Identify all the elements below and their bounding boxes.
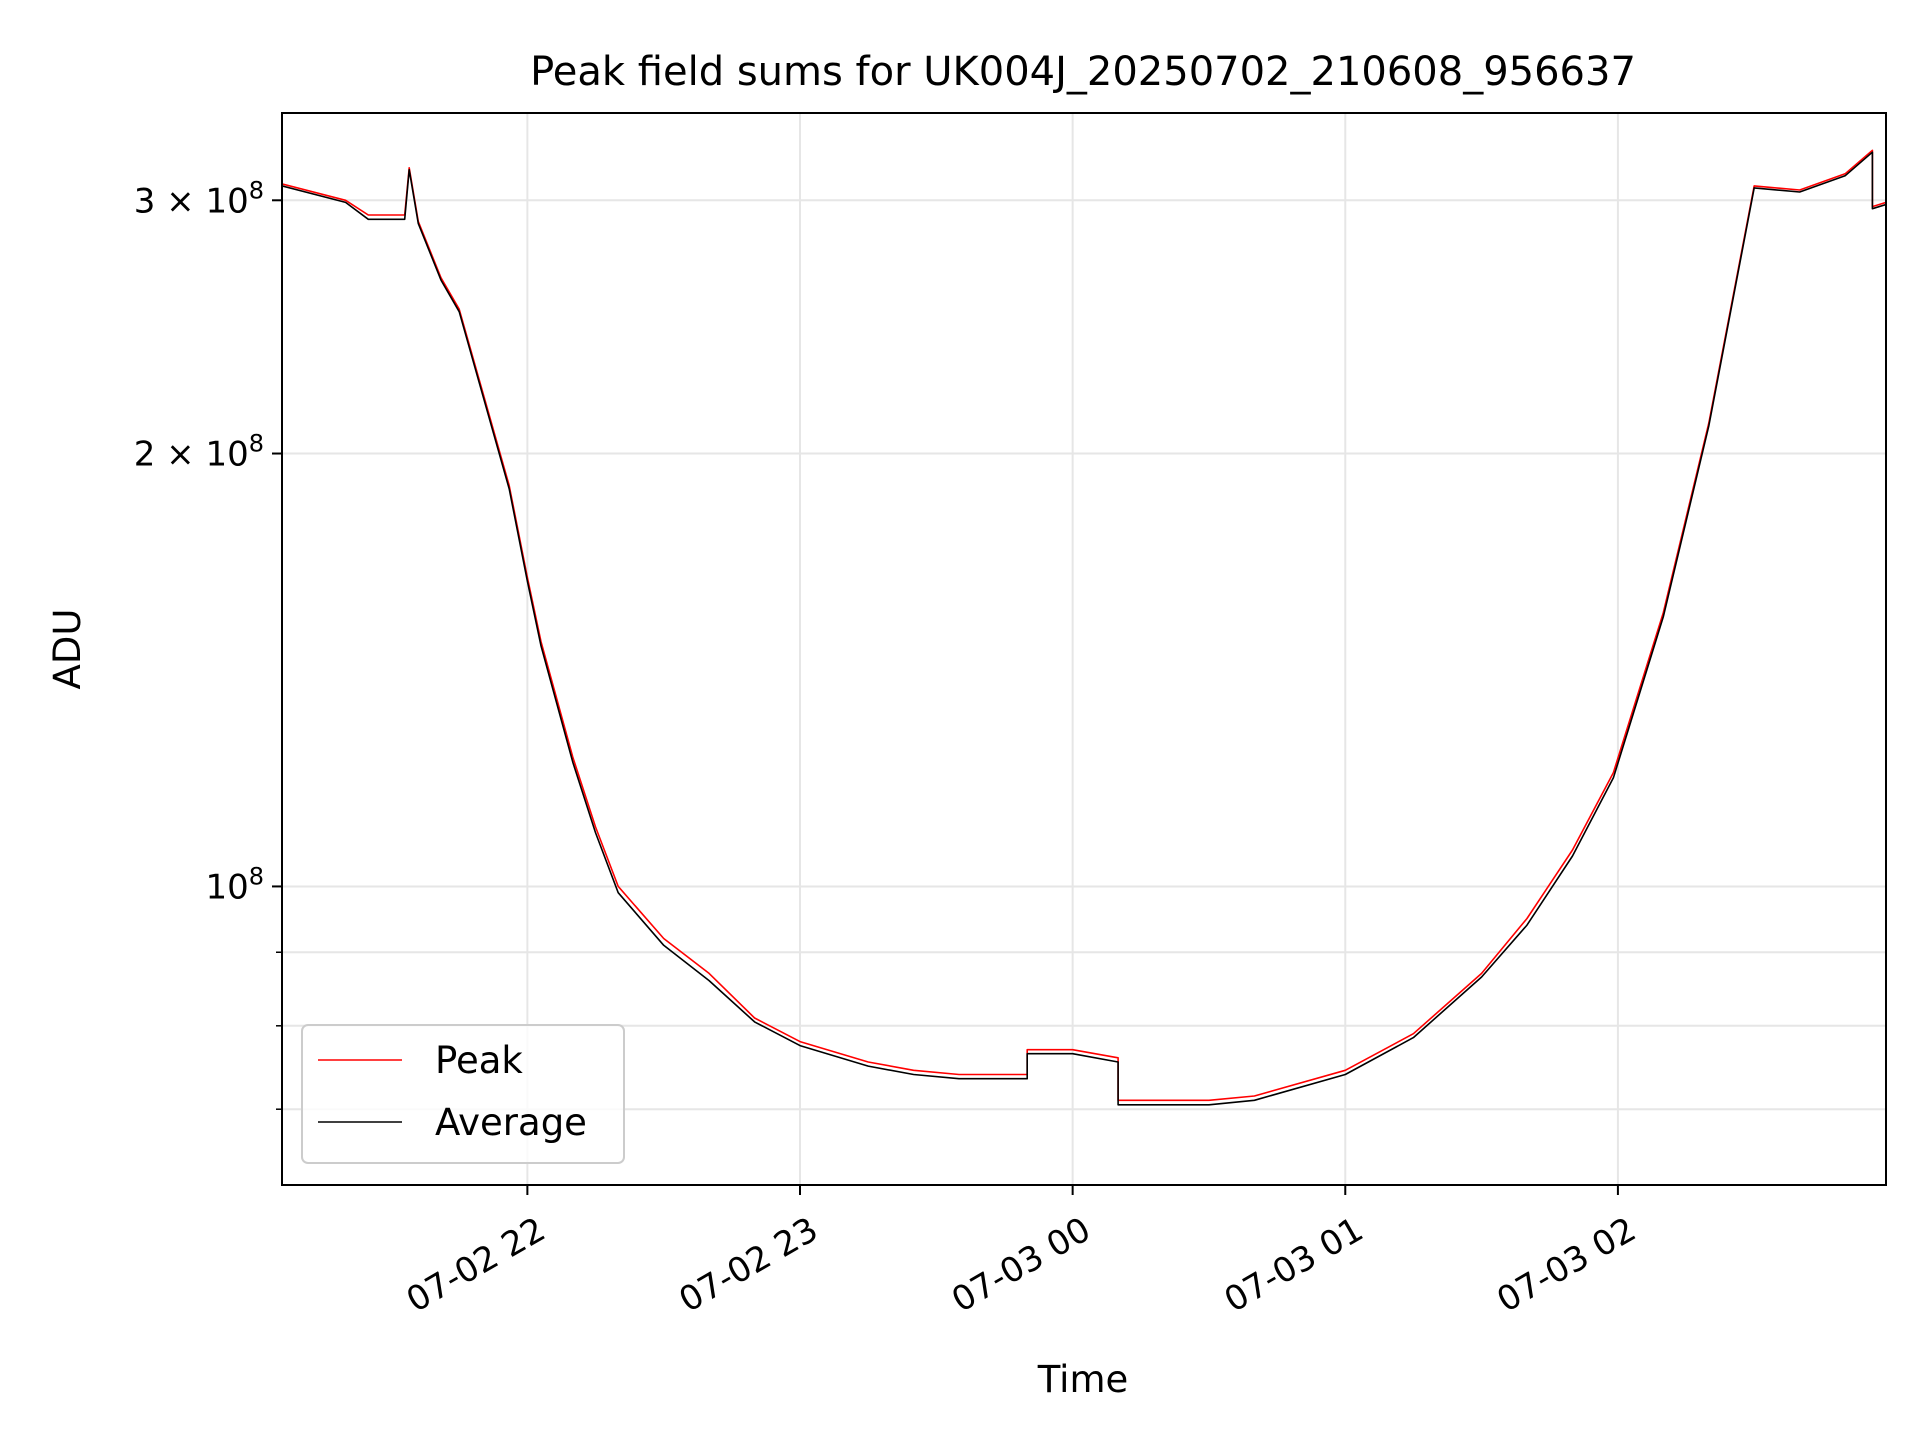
plot-area [282, 149, 1886, 1106]
x-axis-label: Time [1037, 1358, 1129, 1401]
y-tick-label: 2 × 108 [134, 430, 264, 475]
y-tick-label: 108 [205, 862, 264, 907]
plot-frame [281, 112, 1887, 1186]
y-axis-label: ADU [46, 609, 89, 690]
legend: Peak Average [301, 1024, 625, 1164]
legend-label-average: Average [435, 1101, 587, 1144]
chart-title: Peak field sums for UK004J_20250702_2106… [530, 49, 1636, 95]
legend-label-peak: Peak [435, 1039, 523, 1082]
series-line-peak [282, 149, 1886, 1102]
grid-lines [282, 113, 1886, 1185]
y-axis: 3 × 108 2 × 108 108 [134, 176, 282, 907]
series-line-average [282, 151, 1886, 1106]
y-tick-label: 3 × 108 [134, 176, 264, 221]
